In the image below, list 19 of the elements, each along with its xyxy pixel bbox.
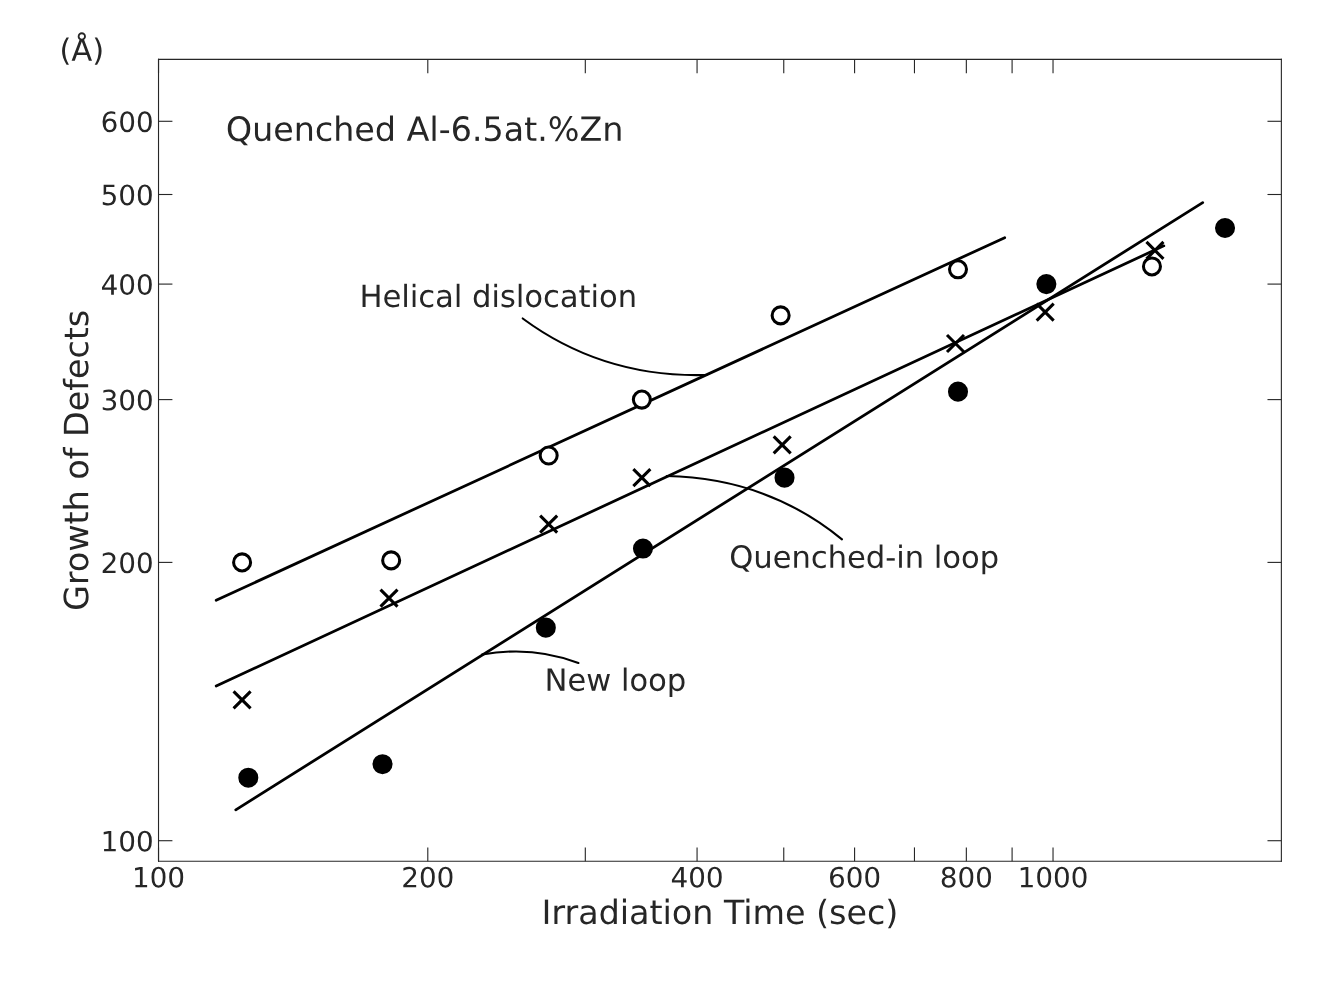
annotation: Quenched Al-6.5at.%Zn	[227, 115, 621, 146]
x-tick-label: 100	[135, 866, 184, 888]
x-tick-label: 600	[830, 866, 880, 888]
y-tick-label: 200	[102, 552, 152, 574]
y-tick-label: 500	[102, 184, 152, 206]
y-tick-label: 600	[102, 111, 152, 133]
x-tick-label: 400	[671, 866, 722, 888]
y-axis-title: Growth of Defects	[62, 311, 89, 610]
x-tick-label: 800	[941, 866, 991, 888]
x-tick-label: 200	[403, 866, 453, 888]
x-axis-title: Irradiation Time (sec)	[544, 898, 896, 929]
y-tick-label: 400	[102, 274, 152, 296]
annotation: New loop	[547, 667, 685, 698]
y-tick-label: 100	[103, 830, 152, 852]
text: (Å)	[62, 32, 102, 65]
x-tick-label: 1000	[1020, 866, 1087, 888]
annotation: Quenched-in loop	[730, 544, 998, 575]
annotation: Helical dislocation	[362, 283, 635, 308]
y-tick-label: 300	[102, 389, 152, 411]
